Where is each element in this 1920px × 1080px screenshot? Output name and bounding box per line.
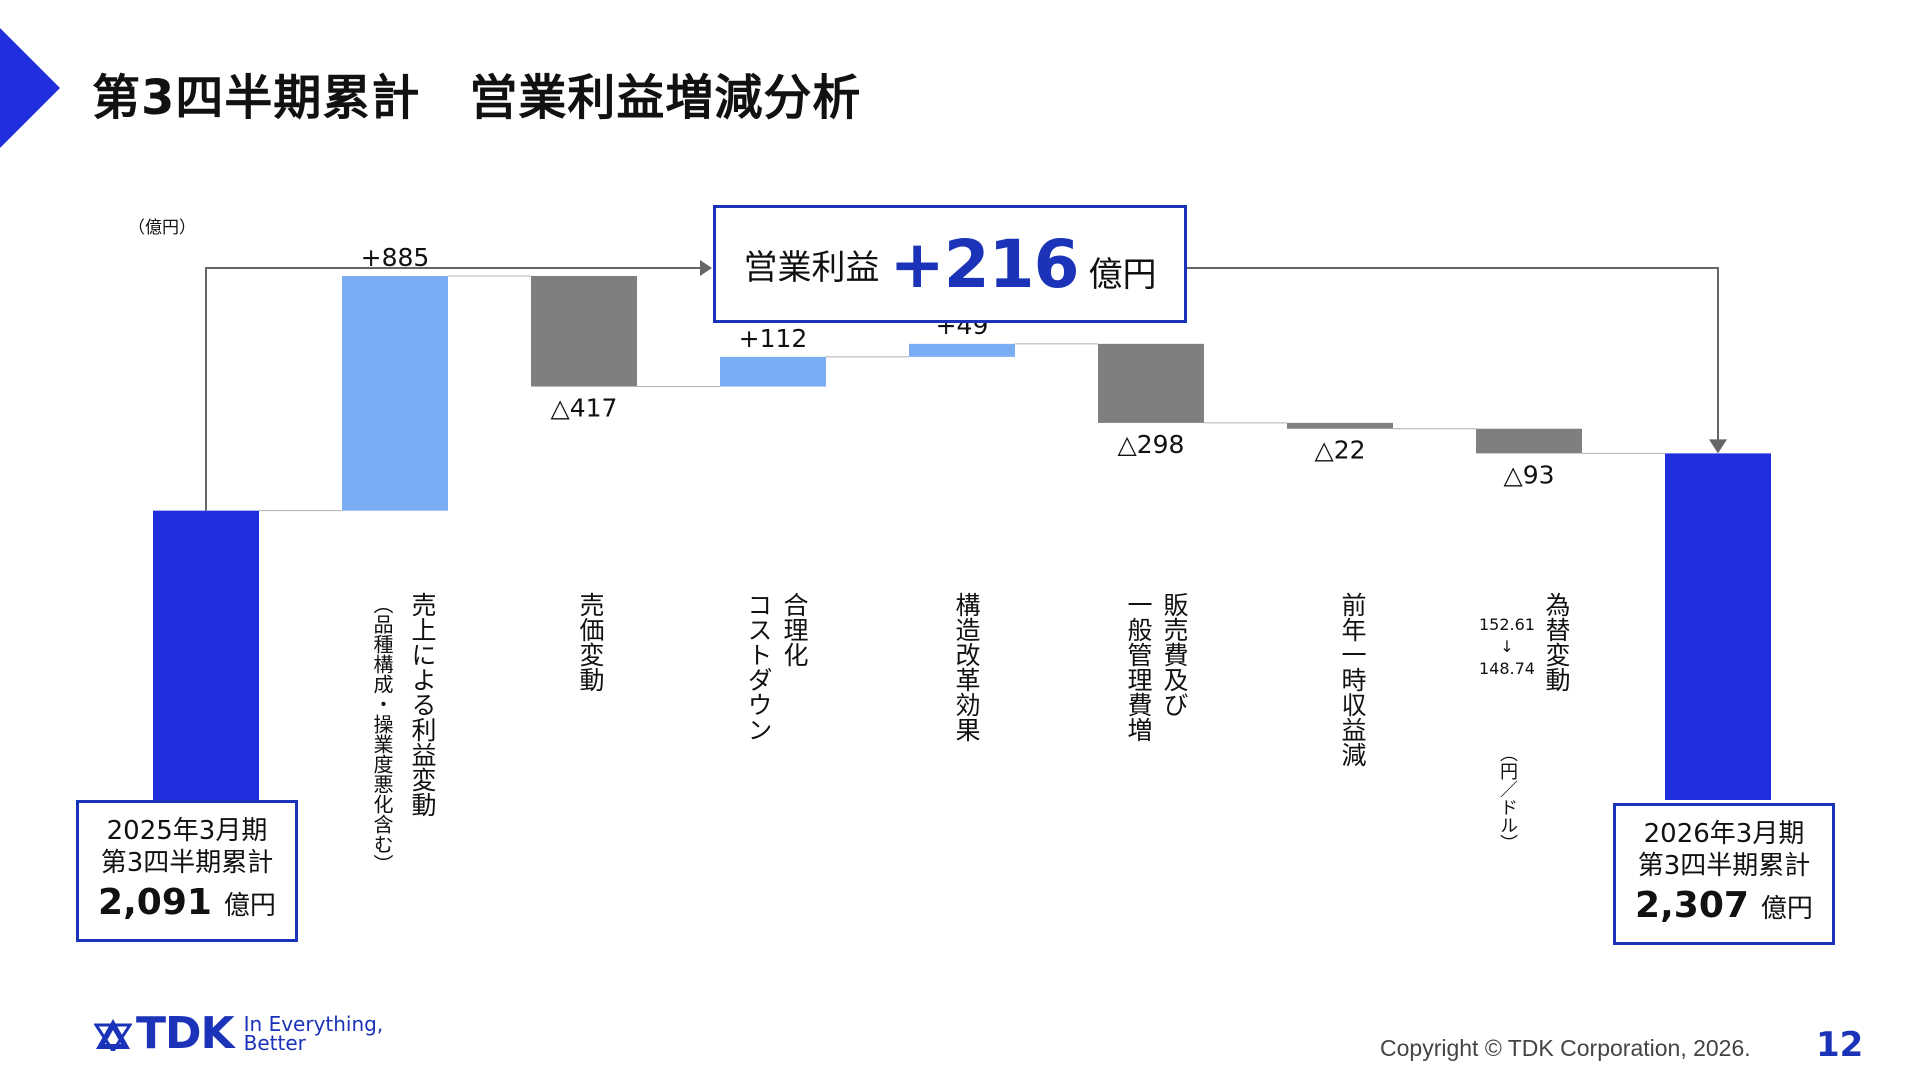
bar-6	[1287, 422, 1393, 429]
factor-label-restructuring: 構造改革効果	[952, 592, 981, 742]
factor-label-onetime: 前年一時収益減	[1338, 592, 1367, 767]
data-label-3: +112	[739, 324, 808, 353]
bracket-arrowhead-left	[700, 260, 712, 276]
factor-label-rationalization: 合理化 コストダウン	[744, 592, 809, 742]
start-subperiod: 第3四半期累計	[100, 848, 274, 878]
fx-rate: 152.61 ↓ 148.74	[1479, 615, 1535, 678]
factor-label-sales: 売上による利益変動	[408, 592, 437, 817]
factor-label-price: 売価変動	[576, 592, 605, 692]
bar-1	[342, 275, 448, 511]
factor-label-sga: 販売費及び 一般管理費増	[1124, 592, 1189, 742]
bar-2	[531, 275, 637, 387]
title-accent-triangle	[0, 28, 60, 148]
logo-tagline: In Everything, Better	[243, 1011, 384, 1055]
end-total-box: 2026年3月期 第3四半期累計 2,307 億円	[1613, 803, 1835, 945]
factor-sublabel-sales: （品種構成・操業度悪化含む）	[370, 594, 394, 874]
data-label-2: △417	[551, 394, 618, 423]
unit-label: （億円）	[128, 218, 196, 238]
bar-3	[720, 356, 826, 387]
page-title: 第3四半期累計 営業利益増減分析	[92, 70, 862, 126]
summary-value: +216	[889, 225, 1079, 303]
data-label-6: △22	[1314, 436, 1365, 465]
bar-8	[1665, 453, 1771, 800]
start-total-box: 2025年3月期 第3四半期累計 2,091 億円	[76, 800, 298, 942]
operating-profit-summary-box: 営業利益 +216 億円	[713, 205, 1187, 323]
copyright: Copyright © TDK Corporation, 2026.	[1380, 1035, 1751, 1061]
page-number: 12	[1816, 1025, 1864, 1065]
bracket-left	[205, 267, 702, 511]
bar-4	[909, 343, 1015, 357]
bracket-arrowhead-right	[1709, 439, 1727, 454]
data-label-5: △298	[1118, 430, 1185, 459]
tdk-logo: TDK In Everything, Better	[94, 1008, 383, 1059]
bar-5	[1098, 343, 1204, 423]
bracket-right	[1187, 267, 1719, 442]
factor-label-fx: 為替変動	[1542, 592, 1571, 692]
summary-unit: 億円	[1088, 255, 1157, 295]
end-amount: 2,307 億円	[1635, 885, 1813, 926]
fx-unit: （円／ドル）	[1497, 744, 1518, 852]
start-period: 2025年3月期	[106, 816, 268, 846]
bar-7	[1476, 428, 1582, 454]
bar-0	[153, 510, 259, 800]
end-subperiod: 第3四半期累計	[1637, 851, 1811, 881]
summary-label: 営業利益	[743, 247, 880, 288]
start-amount: 2,091 億円	[98, 882, 276, 923]
tdk-logo-icon	[94, 1018, 132, 1051]
logo-brand: TDK	[136, 1008, 235, 1059]
data-label-7: △93	[1503, 460, 1554, 489]
end-period: 2026年3月期	[1643, 819, 1805, 849]
